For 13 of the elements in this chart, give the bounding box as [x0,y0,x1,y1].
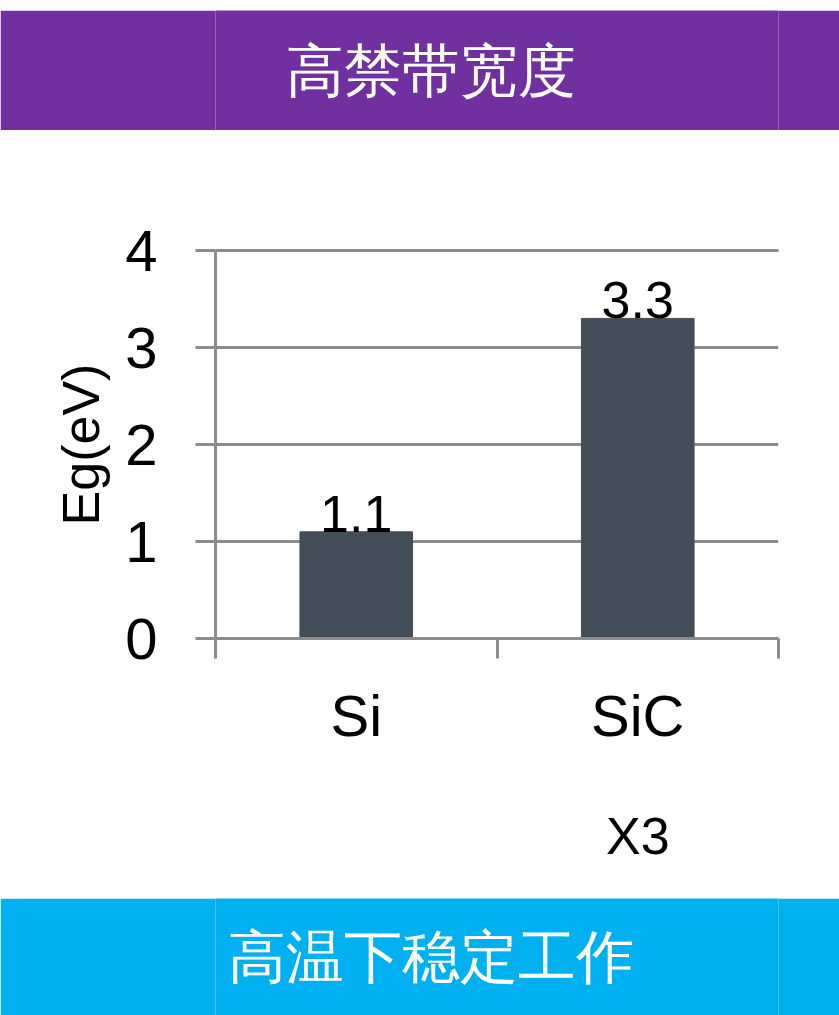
y-tick-label: 0 [125,605,158,671]
text: X3 [605,806,670,865]
y-tick-label: 4 [125,217,158,283]
x-tick-label: Si [330,682,383,748]
y-tick-label: 1 [125,508,158,574]
data-label: 3.3 [601,271,674,330]
y-axis-title: Eg(eV) [52,363,111,526]
chart-title: 高禁带宽度 [285,36,576,105]
text: 高温下稳定工作 [227,923,634,991]
y-tick-label: 3 [125,314,158,380]
x-tick-label: SiC [591,682,685,748]
y-tick-label: 2 [125,411,158,477]
data-label: 1.1 [320,484,393,543]
